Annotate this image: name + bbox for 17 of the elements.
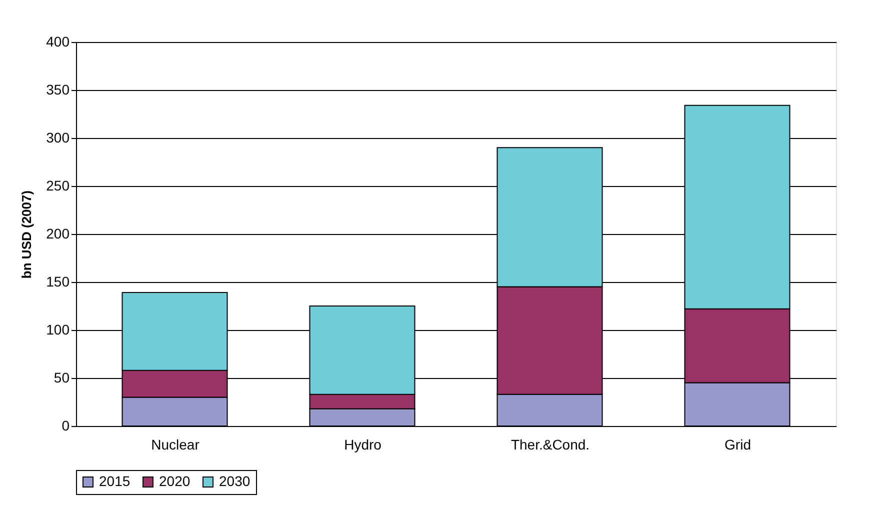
- x-tick-label: Nuclear: [151, 436, 200, 452]
- x-tick-label: Grid: [724, 436, 751, 452]
- y-axis-title: bn USD (2007): [19, 190, 34, 279]
- y-tick-label: 350: [46, 82, 70, 98]
- y-tick-label: 150: [46, 274, 70, 290]
- y-tick-label: 0: [62, 418, 70, 434]
- legend-label: 2030: [219, 473, 250, 489]
- y-tick-label: 400: [46, 34, 70, 50]
- legend-label: 2015: [99, 473, 130, 489]
- y-tick-label: 50: [54, 370, 70, 386]
- x-tick-label: Ther.&Cond.: [510, 436, 590, 452]
- y-tick-label: 250: [46, 178, 70, 194]
- y-tick-label: 300: [46, 130, 70, 146]
- y-tick-label: 100: [46, 322, 70, 338]
- x-tick-label: Hydro: [344, 436, 382, 452]
- legend-label: 2020: [159, 473, 190, 489]
- y-tick-label: 200: [46, 226, 70, 242]
